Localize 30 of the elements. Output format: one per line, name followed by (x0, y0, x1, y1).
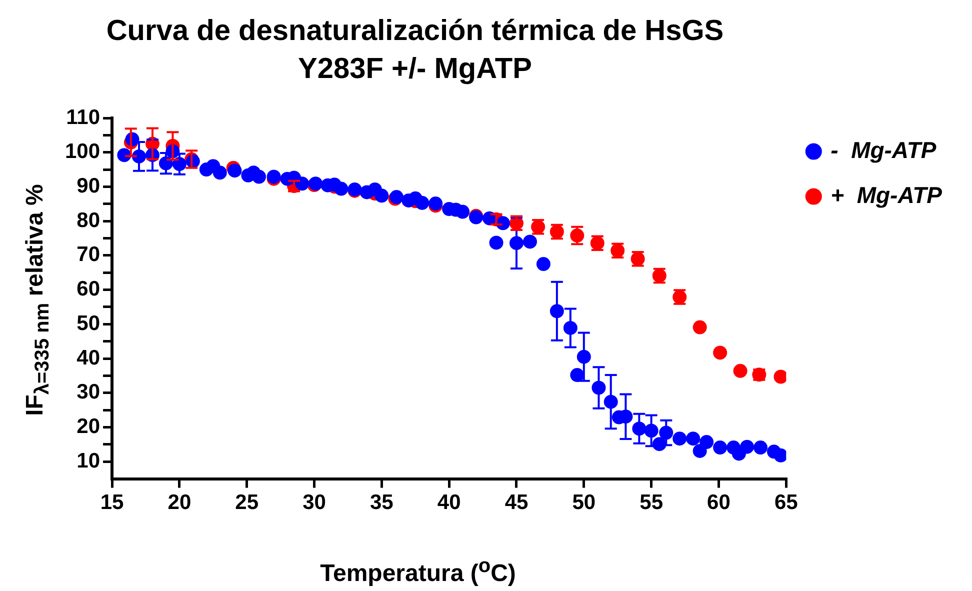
y-tick-label: 20 (76, 415, 100, 438)
y-tick-label: 10 (76, 449, 100, 472)
x-tick-label: 15 (100, 491, 124, 514)
y-tick-label: 90 (76, 174, 100, 198)
point (713, 346, 728, 360)
legend-label: + Mg-ATP (830, 182, 943, 208)
x-tick-label: 20 (168, 491, 192, 514)
y-tick-label: 110 (66, 106, 100, 129)
y-tick-label: 30 (76, 380, 100, 404)
x-tick-label: 40 (437, 491, 461, 514)
point (774, 370, 786, 384)
x-tick-label: 65 (774, 491, 798, 514)
y-tick-label: 100 (64, 140, 100, 164)
y-tick-label: 50 (76, 312, 100, 335)
chart-title: Curva de desnaturalización térmica de HsGS Y283F +/- MgATP (105, 14, 725, 87)
x-tick-label: 35 (370, 491, 394, 514)
x-tick-label: 60 (707, 491, 730, 514)
point (692, 320, 707, 334)
y-tick-label: 80 (76, 208, 100, 232)
x-tick-label: 30 (302, 491, 326, 514)
x-tick-label: 25 (235, 491, 259, 514)
y-tick-label: 70 (76, 243, 100, 266)
point (733, 364, 748, 378)
y-tick-label: 40 (76, 346, 100, 370)
x-tick-label: 45 (504, 491, 528, 514)
y-tick-label: 60 (76, 278, 100, 301)
legend-label: - Mg-ATP (830, 136, 937, 163)
x-tick-label: 55 (640, 491, 664, 514)
x-tick-label: 50 (572, 491, 596, 514)
x-axis-title: Temperatura ($^{o}$C) (319, 555, 517, 588)
